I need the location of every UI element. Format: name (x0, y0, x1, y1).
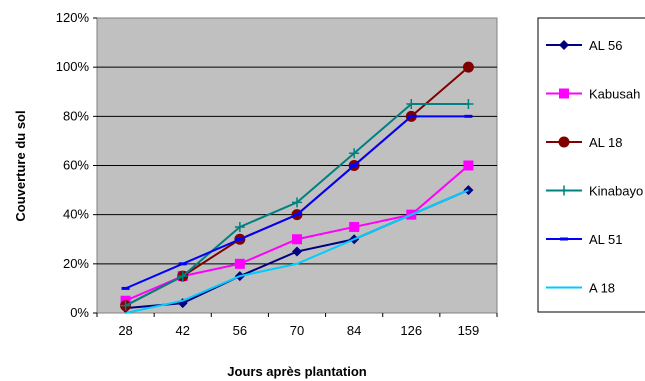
legend-marker (559, 185, 569, 196)
legend-label: Kabusah (589, 87, 640, 102)
legend-label: AL 51 (589, 232, 623, 247)
data-point (292, 197, 302, 208)
y-tick-label: 40% (63, 207, 89, 222)
data-point (178, 262, 187, 266)
legend-label: AL 18 (589, 135, 623, 150)
y-tick-label: 80% (63, 108, 89, 123)
y-axis-ticks: 0% 20% 40% 60% 80% 100% 120% (56, 10, 97, 320)
legend-marker (559, 40, 569, 50)
legend-entry: A 18 (546, 281, 615, 296)
data-point (406, 99, 417, 110)
legend-marker (560, 237, 568, 241)
data-point (463, 160, 474, 171)
series-kinabayo (120, 99, 474, 311)
y-tick-label: 120% (56, 10, 90, 25)
y-tick-label: 0% (70, 305, 89, 320)
x-axis-ticks: 28 42 56 70 84 126 159 (96, 313, 498, 338)
data-point (292, 246, 302, 257)
data-point (234, 221, 245, 232)
data-point (462, 61, 474, 73)
x-tick-label: 56 (233, 323, 247, 338)
series-al-51 (121, 114, 473, 290)
legend-entry: Kinabayo (546, 184, 643, 199)
legend-box (537, 17, 645, 313)
legend-entry: AL 18 (546, 135, 623, 150)
x-tick-label: 159 (458, 323, 480, 338)
data-point (407, 114, 416, 118)
legend-label: A 18 (589, 281, 615, 296)
x-axis-title: Jours après plantation (227, 364, 366, 379)
x-tick-label: 126 (400, 323, 422, 338)
series-line (125, 189, 469, 314)
y-tick-label: 60% (63, 158, 89, 173)
legend-marker (559, 88, 569, 99)
x-tick-label: 42 (175, 323, 189, 338)
data-point (349, 221, 360, 232)
data-point (463, 99, 474, 110)
legend-entry: AL 56 (546, 38, 623, 53)
y-axis-title: Couverture du sol (13, 110, 28, 221)
data-point (235, 237, 244, 241)
series-a-18 (125, 189, 469, 314)
data-point (464, 114, 473, 118)
legend-label: AL 56 (589, 38, 623, 53)
legend-entry: Kabusah (546, 87, 640, 102)
legend: AL 56 Kabusah AL 18 Kinabayo AL 51 A 18 (546, 38, 643, 296)
data-point (177, 271, 188, 282)
legend-label: Kinabayo (589, 184, 643, 199)
series-layer (120, 61, 474, 314)
legend-marker (558, 136, 570, 148)
x-tick-label: 70 (290, 323, 304, 338)
data-point (350, 164, 359, 167)
x-tick-label: 28 (118, 323, 132, 338)
legend-entry: AL 51 (546, 232, 623, 247)
data-point (293, 213, 301, 217)
data-point (234, 258, 245, 269)
data-point (121, 286, 130, 290)
y-tick-label: 100% (56, 59, 90, 74)
data-point (292, 234, 302, 245)
data-point (349, 148, 360, 159)
x-tick-label: 84 (347, 323, 361, 338)
y-tick-label: 20% (63, 256, 89, 271)
data-point (120, 300, 131, 311)
